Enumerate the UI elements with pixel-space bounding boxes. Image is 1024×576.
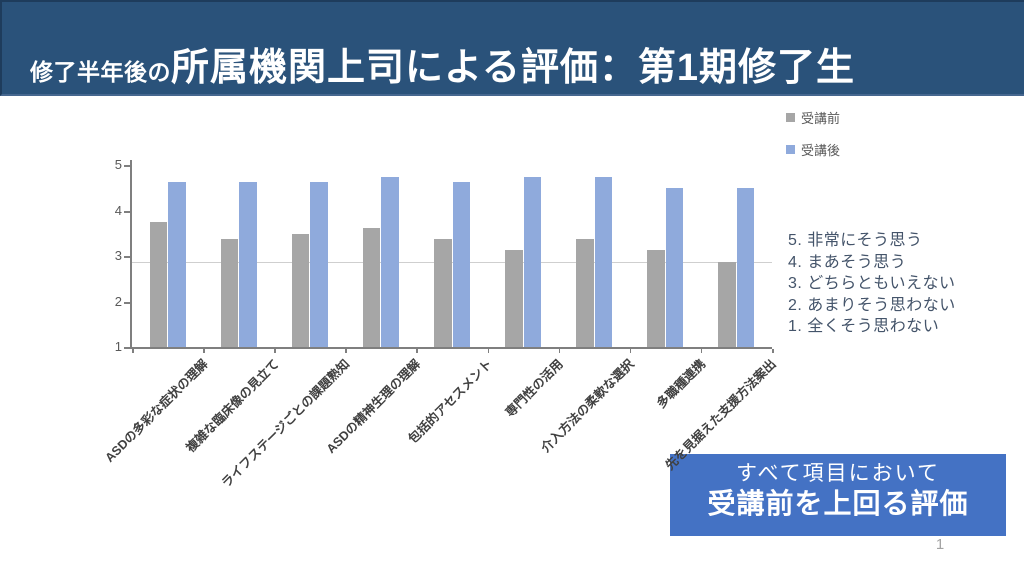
x-tick [203, 349, 205, 353]
y-tick [124, 301, 130, 304]
y-tick [124, 256, 130, 259]
chart-legend: 受講前 受講後 [786, 108, 840, 172]
y-tick-label: 3 [114, 248, 122, 264]
scale-line-5: 5. 非常にそう思う [788, 232, 923, 249]
category-label: 専門性の活用 [502, 356, 566, 420]
scale-line-4: 4. まあそう思う [788, 253, 907, 271]
bar-pre [718, 261, 736, 347]
y-tick-label: 4 [114, 202, 122, 218]
bar-post [594, 176, 613, 347]
bar-pre [291, 233, 310, 347]
bar-post [239, 182, 257, 347]
legend-swatch-post-icon [786, 145, 795, 154]
bar-pre [149, 222, 168, 347]
y-tick [124, 210, 130, 213]
category-label: 多職種連携 [653, 356, 709, 411]
y-axis [130, 160, 132, 349]
page-number: 1 [935, 536, 945, 553]
bar-pre [362, 227, 381, 347]
x-tick [274, 349, 276, 353]
reference-line [132, 262, 772, 264]
scale-line-1: 1. 全くそう思わない [788, 318, 940, 335]
bar-pre [505, 250, 523, 347]
bar-post [452, 182, 470, 347]
bar-pre [576, 238, 594, 347]
bar-post [168, 182, 186, 347]
legend-item-post: 受講後 [786, 140, 840, 159]
callout-box: すべて項目において 受講前を上回る評価 [670, 454, 1006, 536]
callout-line1: すべて項目において [735, 462, 941, 485]
x-tick [558, 349, 561, 353]
y-tick-label: 5 [114, 157, 122, 173]
title-prefix: 修了半年後の [30, 59, 171, 85]
x-tick [772, 349, 774, 353]
bar-pre [434, 238, 452, 347]
bar-pre [220, 238, 239, 347]
bar-post [310, 182, 328, 347]
y-tick [124, 165, 130, 168]
title-main: 所属機関上司による評価：第1期修了生 [171, 47, 855, 89]
legend-label-pre: 受講前 [801, 111, 841, 126]
bar-post [381, 176, 399, 347]
y-tick-label: 2 [114, 293, 122, 309]
scale-line-3: 3. どちらともいえない [788, 275, 956, 292]
bar-post [523, 176, 542, 347]
rating-scale-legend: 5. 非常にそう思う 4. まあそう思う 3. どちらともいえない 2. あまり… [788, 230, 956, 338]
x-tick [416, 349, 418, 353]
x-tick [132, 349, 134, 353]
page-title: 修了半年後の 所属機関上司による評価：第1期修了生 [30, 36, 855, 91]
bar-pre [647, 250, 665, 347]
legend-item-pre: 受講前 [786, 108, 840, 127]
x-tick [629, 349, 632, 353]
category-label: ライフステージごとの課題熟知 [219, 356, 353, 491]
bar-post [665, 188, 684, 347]
title-band: 修了半年後の 所属機関上司による評価：第1期修了生 [0, 0, 1024, 96]
x-tick [345, 349, 347, 353]
x-tick [700, 349, 703, 353]
y-tick [124, 347, 130, 349]
y-tick-label: 1 [114, 339, 122, 354]
x-axis [130, 347, 772, 349]
bar-post [736, 188, 755, 347]
x-tick [487, 349, 490, 353]
scale-line-2: 2. あまりそう思わない [788, 296, 956, 314]
callout-line2: 受講前を上回る評価 [707, 488, 969, 519]
legend-label-post: 受講後 [801, 143, 841, 158]
legend-swatch-pre-icon [786, 113, 795, 122]
